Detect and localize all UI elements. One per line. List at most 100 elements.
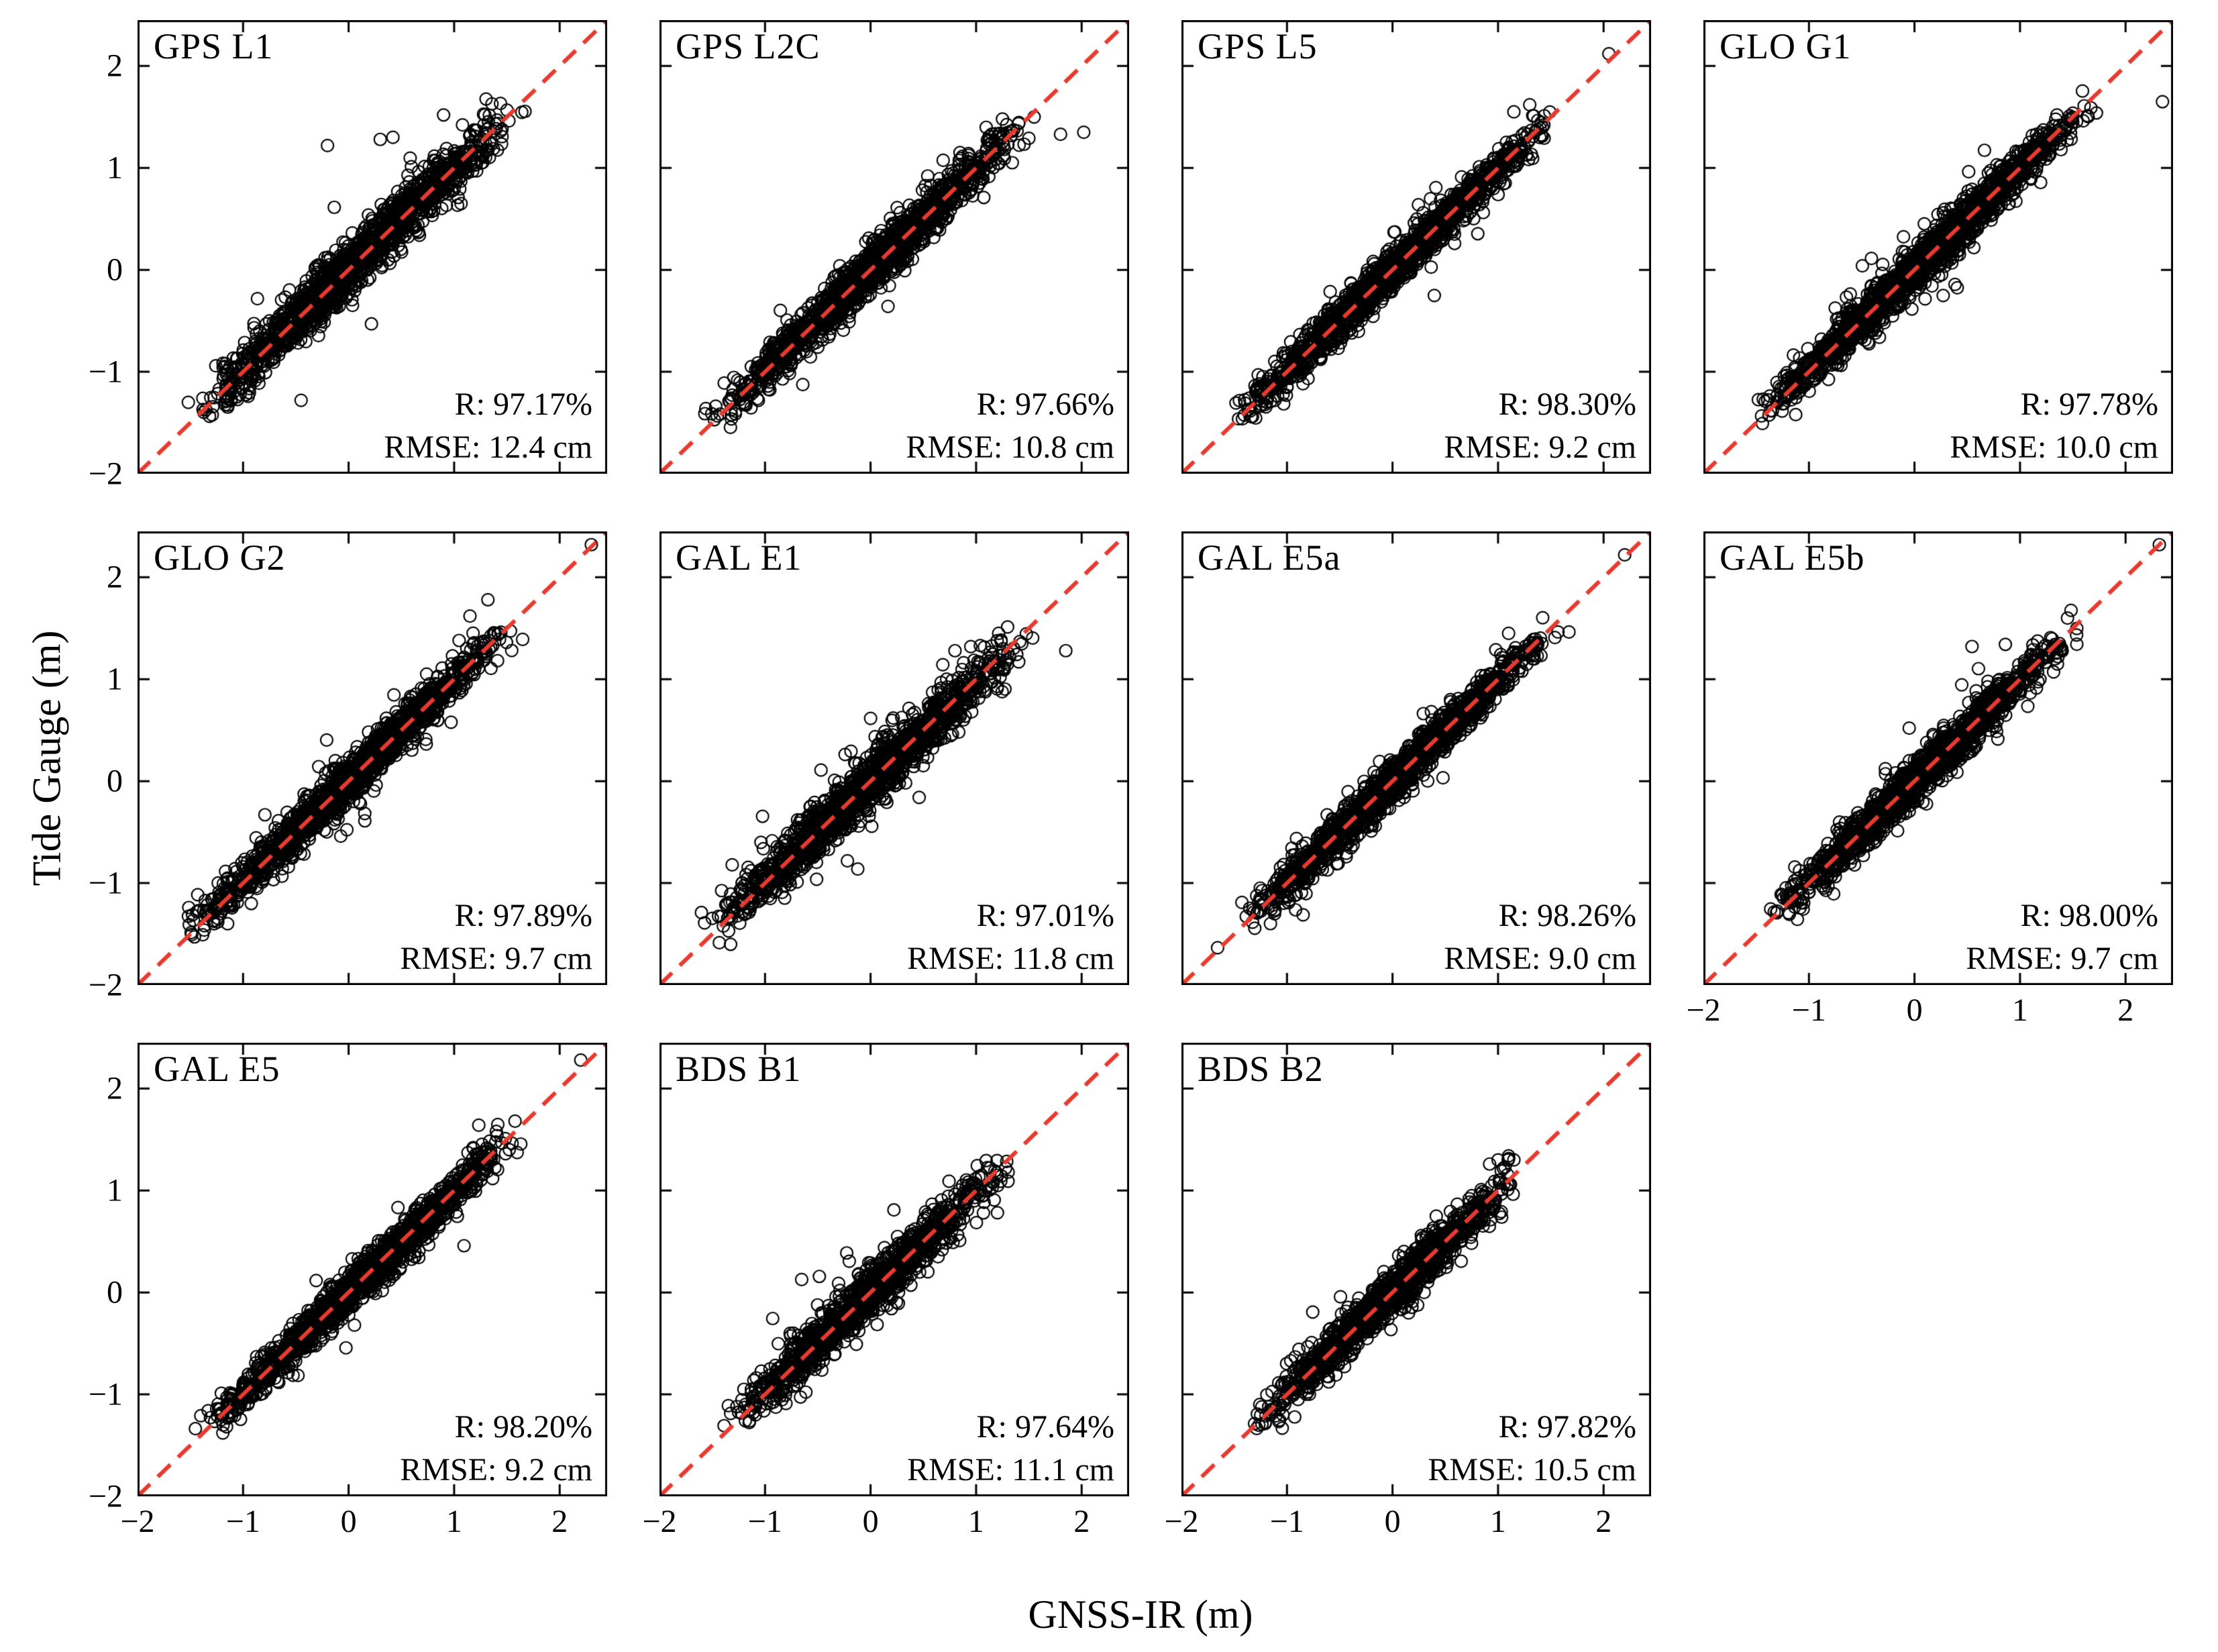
panel-title: GAL E5 [154,1049,280,1089]
panel-title: GLO G1 [1720,26,1852,66]
scatter-panel-glo-g1: GLO G1 R: 97.78% RMSE: 10.0 cm [1703,20,2173,474]
r-value: R: 97.17% [454,386,592,423]
panel-stats: R: 97.82% RMSE: 10.5 cm [1428,1406,1636,1491]
panel-stats: R: 97.66% RMSE: 10.8 cm [906,383,1114,468]
panel-title: GAL E1 [676,537,802,578]
scatter-plot-canvas [138,20,607,474]
panel-title: BDS B1 [676,1049,802,1089]
y-tick-label: −1 [88,354,123,390]
r-value: R: 97.01% [976,898,1114,934]
panel-stats: R: 98.00% RMSE: 9.7 cm [1966,894,2158,980]
panel-stats: R: 97.89% RMSE: 9.7 cm [400,894,592,980]
y-tick-label: 2 [107,48,123,84]
x-tick-label: 0 [340,1504,357,1539]
panel-title: GPS L2C [676,26,821,66]
rmse-value: RMSE: 9.2 cm [400,1451,592,1488]
y-tick-label: −2 [88,967,123,1003]
y-tick-label: 1 [107,1172,123,1208]
scatter-panel-gps-l5: GPS L5 R: 98.30% RMSE: 9.2 cm [1181,20,1651,474]
panel-stats: R: 98.20% RMSE: 9.2 cm [400,1406,592,1491]
x-tick-label: −1 [225,1504,260,1539]
y-tick-label: 0 [107,763,123,799]
r-value: R: 97.78% [2020,386,2158,423]
scatter-plot-canvas [1703,531,2173,985]
y-tick-label: −2 [88,1478,123,1514]
y-tick-label: −2 [88,456,123,492]
x-tick-label: 0 [862,1504,879,1539]
panel-title: GAL E5b [1720,537,1865,578]
scatter-plot-canvas [138,1043,607,1496]
rmse-value: RMSE: 10.5 cm [1428,1451,1636,1488]
r-value: R: 98.20% [454,1409,592,1445]
y-tick-label: 2 [107,559,123,595]
rmse-value: RMSE: 9.2 cm [1444,429,1636,465]
y-tick-label: 0 [107,252,123,288]
scatter-plot-canvas [1181,20,1651,474]
panel-title: BDS B2 [1198,1049,1324,1089]
r-value: R: 97.89% [454,898,592,934]
y-tick-label: 2 [107,1070,123,1106]
x-tick-label: 0 [1384,1504,1401,1539]
scatter-plot-canvas [1181,531,1651,985]
panel-title: GAL E5a [1198,537,1341,578]
scatter-panel-gal-e5a: GAL E5a R: 98.26% RMSE: 9.0 cm [1181,531,1651,985]
x-tick-label: 0 [1906,992,1923,1028]
x-tick-label: 1 [445,1504,462,1539]
r-value: R: 98.00% [2020,898,2158,934]
scatter-plot-canvas [1181,1043,1651,1496]
scatter-plot-canvas [138,531,607,985]
x-tick-label: −2 [642,1504,677,1539]
x-tick-label: −1 [1269,1504,1304,1539]
panel-stats: R: 98.26% RMSE: 9.0 cm [1444,894,1636,980]
rmse-value: RMSE: 9.0 cm [1444,940,1636,976]
panel-title: GLO G2 [154,537,286,578]
x-tick-label: 2 [2117,992,2134,1028]
x-tick-label: 2 [1595,1504,1612,1539]
rmse-value: RMSE: 12.4 cm [384,429,592,465]
y-tick-label: −1 [88,1376,123,1412]
scatter-plot-canvas [1703,20,2173,474]
panel-title: GPS L5 [1198,26,1318,66]
r-value: R: 97.66% [976,386,1114,423]
rmse-value: RMSE: 11.8 cm [907,940,1114,976]
x-axis-label: GNSS-IR (m) [1028,1592,1253,1637]
y-axis-label: Tide Gauge (m) [24,630,69,886]
x-tick-label: 1 [967,1504,984,1539]
y-tick-label: 0 [107,1274,123,1310]
rmse-value: RMSE: 10.8 cm [906,429,1114,465]
panel-stats: R: 98.30% RMSE: 9.2 cm [1444,383,1636,468]
scatter-plot-canvas [659,1043,1129,1496]
x-tick-label: 2 [551,1504,568,1539]
rmse-value: RMSE: 9.7 cm [1966,940,2158,976]
rmse-value: RMSE: 10.0 cm [1950,429,2158,465]
panel-stats: R: 97.64% RMSE: 11.1 cm [907,1406,1114,1491]
y-tick-label: −1 [88,865,123,901]
scatter-panel-gal-e5: GAL E5 R: 98.20% RMSE: 9.2 cm −2 −1 0 1 2 −2 −… [89,1043,607,1539]
y-tick-label: 1 [107,150,123,186]
r-value: R: 97.64% [976,1409,1114,1445]
r-value: R: 98.26% [1498,898,1636,934]
scatter-panel-gal-e1: GAL E1 R: 97.01% RMSE: 11.8 cm [659,531,1129,985]
scatter-panel-bds-b2: BDS B2 R: 97.82% RMSE: 10.5 cm −2 −1 0 1 2 [1164,1043,1651,1539]
r-value: R: 98.30% [1498,386,1636,423]
scatter-plot-canvas [659,20,1129,474]
panel-stats: R: 97.01% RMSE: 11.8 cm [907,894,1114,980]
x-tick-label: −2 [120,1504,155,1539]
scatter-panel-bds-b1: BDS B1 R: 97.64% RMSE: 11.1 cm −2 −1 0 1 2 [642,1043,1129,1539]
panel-grid: GPS L1 R: 97.17% RMSE: 12.4 cm −2 −1 0 1 2 G… [89,20,2173,1539]
x-tick-label: −1 [747,1504,782,1539]
x-tick-label: 1 [2011,992,2028,1028]
panel-stats: R: 97.17% RMSE: 12.4 cm [384,383,592,468]
scatter-plot-canvas [659,531,1129,985]
x-tick-label: −2 [1164,1504,1199,1539]
x-tick-label: −1 [1791,992,1826,1028]
scatter-panel-glo-g2: GLO G2 R: 97.89% RMSE: 9.7 cm −2 −1 0 1 2 [89,531,607,1003]
rmse-value: RMSE: 9.7 cm [400,940,592,976]
scatter-panel-gps-l2c: GPS L2C R: 97.66% RMSE: 10.8 cm [659,20,1129,474]
scatter-panel-gal-e5b: GAL E5b R: 98.00% RMSE: 9.7 cm −2 −1 0 1 2 [1686,531,2173,1028]
y-tick-label: 1 [107,661,123,697]
x-tick-label: −2 [1686,992,1721,1028]
scatter-panel-gps-l1: GPS L1 R: 97.17% RMSE: 12.4 cm −2 −1 0 1 2 [89,20,607,492]
panel-title: GPS L1 [154,26,274,66]
